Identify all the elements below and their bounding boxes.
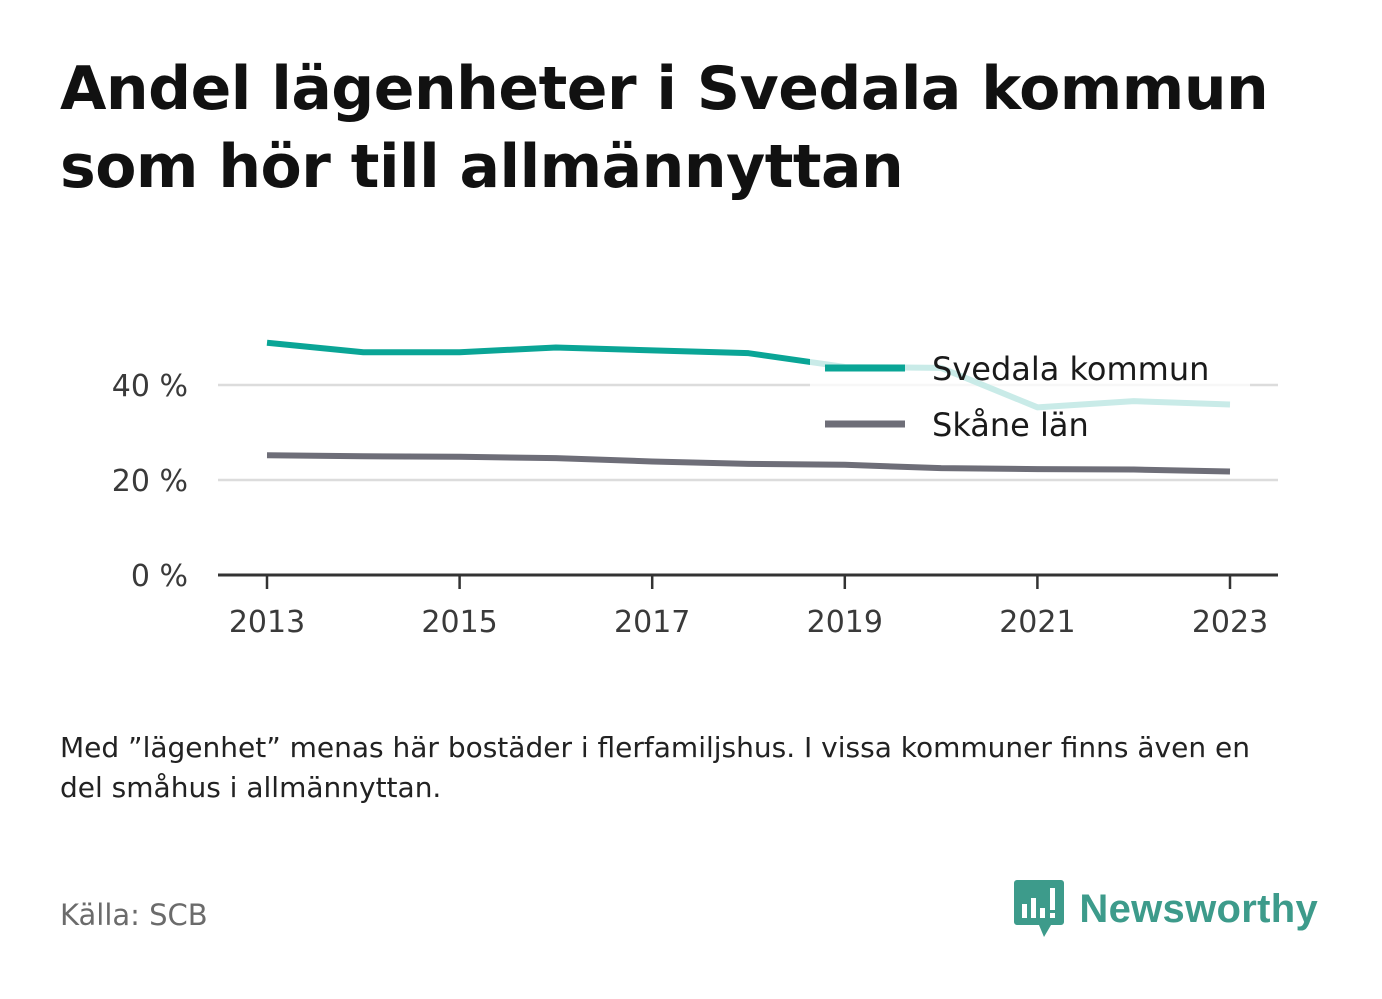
chart-note: Med ”lägenhet” menas här bostäder i fler…: [60, 731, 1250, 804]
brand-logo: Newsworthy: [1013, 878, 1318, 940]
legend-background: [810, 342, 1250, 454]
source-label: Källa: SCB: [60, 898, 208, 932]
legend-label: Svedala kommun: [932, 350, 1209, 388]
newsworthy-logo-icon: [1014, 880, 1065, 937]
x-tick-label: 2019: [807, 605, 883, 640]
x-axis-labels: 2013 2015 2017 2019 2021 2023: [229, 605, 1268, 640]
x-tick-label: 2021: [999, 605, 1075, 640]
y-tick-label: 40 %: [112, 369, 188, 404]
brand-name: Newsworthy: [1079, 886, 1318, 931]
legend: Svedala kommun Skåne län: [810, 342, 1250, 454]
x-tick-label: 2023: [1192, 605, 1268, 640]
x-tick-label: 2013: [229, 605, 305, 640]
series-line-2: [266, 452, 1231, 475]
x-axis: [218, 573, 1278, 589]
x-tick-label: 2015: [421, 605, 497, 640]
line-chart: 0 % 20 % 40 % 2013 2015 2017 2019 2021 2023 Sve…: [112, 339, 1278, 640]
chart-title: Andel lägenheter i Svedala kommun som hö…: [60, 54, 1269, 202]
legend-label: Skåne län: [932, 406, 1089, 444]
y-tick-label: 0 %: [131, 559, 188, 594]
y-axis-labels: 0 % 20 % 40 %: [112, 369, 188, 594]
x-tick-label: 2017: [614, 605, 690, 640]
y-tick-label: 20 %: [112, 464, 188, 499]
